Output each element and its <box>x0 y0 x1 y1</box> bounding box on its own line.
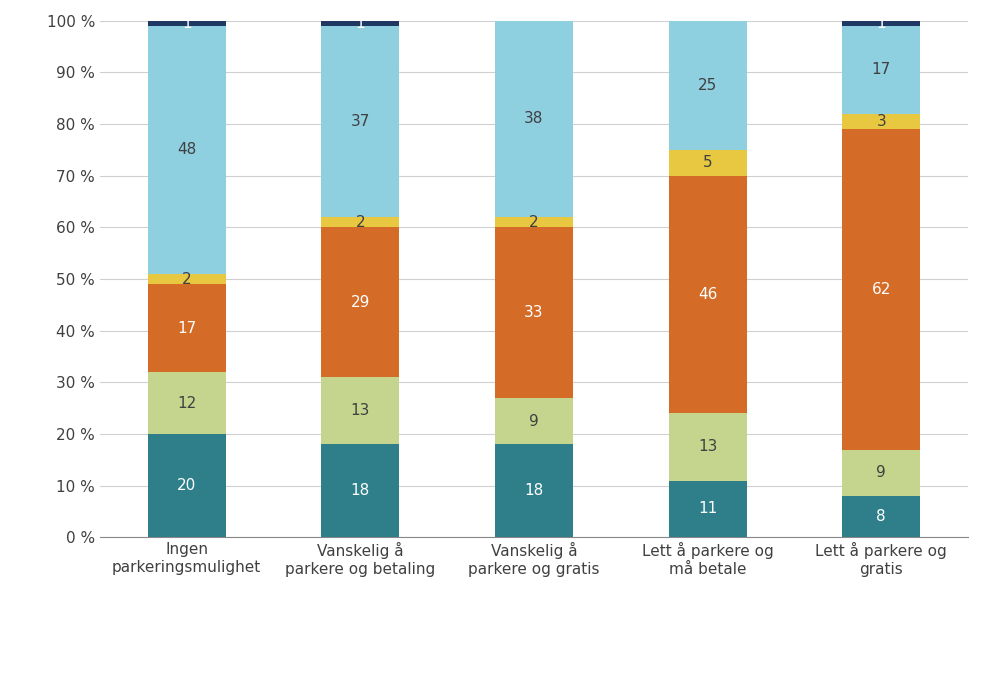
Text: 1: 1 <box>876 16 886 31</box>
Bar <box>669 481 747 537</box>
Bar <box>495 227 573 398</box>
Text: 17: 17 <box>177 320 197 336</box>
Text: 11: 11 <box>698 502 718 517</box>
Text: 5: 5 <box>703 155 713 170</box>
Bar <box>148 284 226 372</box>
Text: 2: 2 <box>355 215 365 229</box>
Text: 46: 46 <box>698 287 718 302</box>
Bar <box>842 130 920 449</box>
Text: 12: 12 <box>177 395 197 411</box>
Text: 13: 13 <box>698 440 718 455</box>
Text: 29: 29 <box>350 295 370 310</box>
Text: 3: 3 <box>876 114 886 129</box>
Bar <box>321 217 399 227</box>
Bar <box>495 444 573 537</box>
Bar <box>321 21 399 25</box>
Bar <box>148 434 226 537</box>
Text: 2: 2 <box>182 271 192 287</box>
Bar <box>495 398 573 444</box>
Bar <box>669 176 747 413</box>
Text: 17: 17 <box>871 62 891 77</box>
Text: 62: 62 <box>871 282 891 297</box>
Text: 48: 48 <box>177 143 197 157</box>
Text: 1: 1 <box>182 16 192 31</box>
Bar <box>148 25 226 274</box>
Bar <box>321 444 399 537</box>
Bar <box>842 21 920 25</box>
Text: 13: 13 <box>350 403 370 418</box>
Bar <box>321 25 399 217</box>
Text: 25: 25 <box>698 78 718 93</box>
Text: 8: 8 <box>876 509 886 524</box>
Text: 2: 2 <box>529 215 539 229</box>
Bar <box>669 150 747 176</box>
Text: 37: 37 <box>350 114 370 129</box>
Text: 18: 18 <box>350 484 370 498</box>
Text: 9: 9 <box>876 465 886 480</box>
Bar <box>842 25 920 114</box>
Text: 33: 33 <box>524 305 544 320</box>
Bar <box>148 21 226 25</box>
Text: 18: 18 <box>524 484 544 498</box>
Bar <box>148 274 226 284</box>
Bar <box>321 377 399 444</box>
Bar <box>842 449 920 496</box>
Bar <box>669 21 747 150</box>
Bar <box>321 227 399 377</box>
Bar <box>842 496 920 537</box>
Text: 20: 20 <box>177 478 197 493</box>
Text: 9: 9 <box>529 413 539 429</box>
Bar <box>495 217 573 227</box>
Bar <box>669 413 747 481</box>
Bar <box>495 21 573 217</box>
Text: 38: 38 <box>524 112 544 126</box>
Bar <box>842 114 920 130</box>
Text: 1: 1 <box>355 16 365 31</box>
Bar <box>148 372 226 434</box>
